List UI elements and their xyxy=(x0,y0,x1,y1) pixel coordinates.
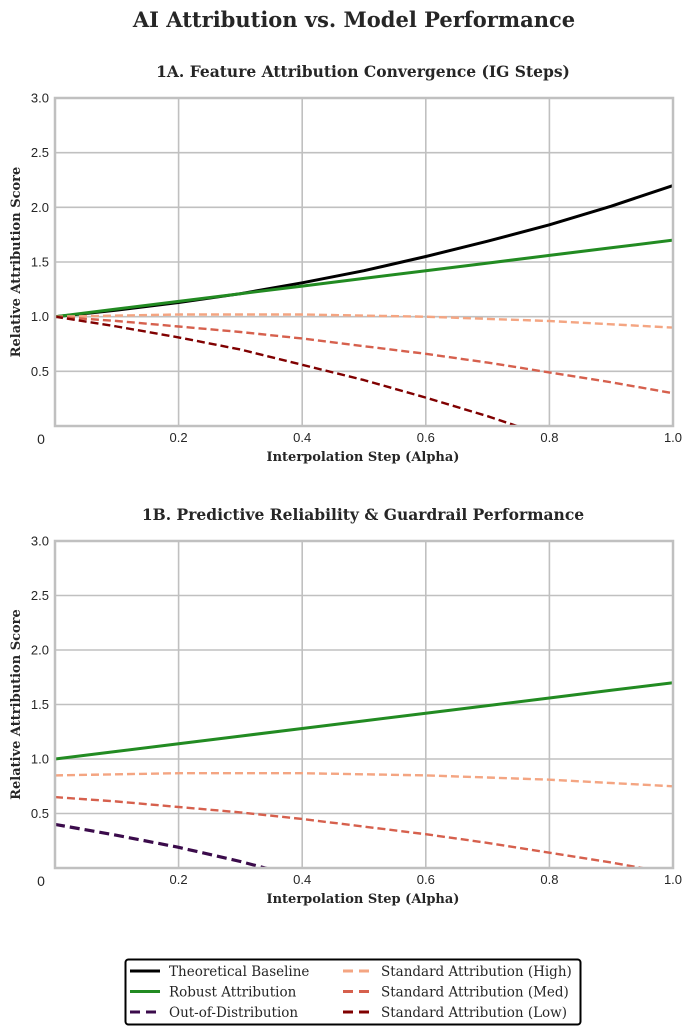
legend-label: Standard Attribution (Med) xyxy=(381,985,569,1001)
x-tick-label: 0.8 xyxy=(540,430,558,445)
series-line-med xyxy=(55,795,649,868)
y-tick-label: 3.0 xyxy=(31,534,49,549)
legend-item-ood: Out-of-Distribution xyxy=(130,1005,298,1021)
series-line-high xyxy=(55,313,673,329)
x-axis-label: Interpolation Step (Alpha) xyxy=(267,892,460,907)
plot-frame xyxy=(53,539,675,870)
x-tick-label: 1.0 xyxy=(664,430,682,445)
x-tick-label: 0.2 xyxy=(170,430,188,445)
y-tick-label: 0.5 xyxy=(31,806,49,821)
x-tick-label: 1.0 xyxy=(664,872,682,887)
x-tick-label: 0 xyxy=(37,431,45,447)
x-tick-label: 0.4 xyxy=(293,872,311,887)
y-tick-label: 2.5 xyxy=(31,588,49,603)
chart-1a: 1A. Feature Attribution Convergence (IG … xyxy=(9,62,682,465)
legend-item-baseline: Theoretical Baseline xyxy=(130,964,309,980)
legend-item-robust: Robust Attribution xyxy=(130,985,297,1001)
chart-title: 1B. Predictive Reliability & Guardrail P… xyxy=(142,505,584,524)
legend-label: Standard Attribution (High) xyxy=(381,964,572,980)
plot-frame xyxy=(53,96,675,428)
y-tick-label: 1.5 xyxy=(31,255,49,270)
series-line-high xyxy=(55,772,673,788)
legend-item-high: Standard Attribution (High) xyxy=(343,964,572,980)
legend-label: Theoretical Baseline xyxy=(169,964,309,980)
series-line-med xyxy=(55,315,673,395)
legend-label: Out-of-Distribution xyxy=(169,1005,298,1021)
x-tick-label: 0.6 xyxy=(417,872,435,887)
series-line-robust xyxy=(55,238,673,319)
series-line-robust xyxy=(55,681,673,761)
legend-label: Robust Attribution xyxy=(169,985,297,1001)
y-tick-label: 1.0 xyxy=(31,752,49,767)
x-tick-label: 0.6 xyxy=(417,430,435,445)
chart-1b: 1B. Predictive Reliability & Guardrail P… xyxy=(9,505,682,907)
legend: Theoretical Baseline Robust Attribution Ou… xyxy=(124,958,582,1026)
legend-label: Standard Attribution (Low) xyxy=(381,1005,567,1021)
x-axis-label: Interpolation Step (Alpha) xyxy=(267,450,460,465)
y-tick-label: 3.0 xyxy=(31,91,49,106)
y-axis-label: Relative Attribution Score xyxy=(9,167,24,358)
y-tick-label: 0.5 xyxy=(31,364,49,379)
figure-title: AI Attribution vs. Model Performance xyxy=(132,7,575,32)
legend-item-med: Standard Attribution (Med) xyxy=(343,985,569,1001)
y-tick-label: 2.0 xyxy=(31,200,49,215)
y-tick-label: 1.5 xyxy=(31,697,49,712)
chart-title: 1A. Feature Attribution Convergence (IG … xyxy=(156,62,570,81)
series-line-low xyxy=(55,315,521,426)
y-tick-label: 2.5 xyxy=(31,145,49,160)
y-tick-label: 2.0 xyxy=(31,643,49,658)
x-tick-label: 0.2 xyxy=(170,872,188,887)
x-tick-label: 0.8 xyxy=(540,872,558,887)
y-axis-label: Relative Attribution Score xyxy=(9,609,24,800)
y-tick-label: 1.0 xyxy=(31,309,49,324)
x-tick-label: 0.4 xyxy=(293,430,311,445)
x-tick-label: 0 xyxy=(37,873,45,889)
legend-item-low: Standard Attribution (Low) xyxy=(343,1005,567,1021)
